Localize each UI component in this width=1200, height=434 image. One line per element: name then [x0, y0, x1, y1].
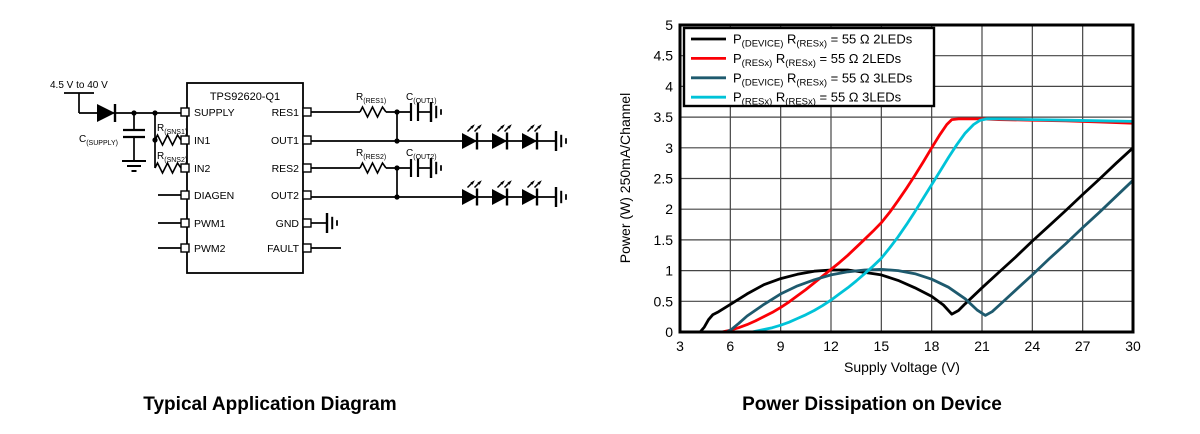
pin-label-fault: FAULT	[267, 243, 299, 255]
x-axis-label: Supply Voltage (V)	[844, 359, 960, 375]
power-dissipation-chart: 3 6 9 12 15 18 21 24 27 30 0 0.5 1 1.5 2 2.5 3 3.5 4 4.5 5 P(…	[617, 17, 1141, 415]
x-tick-label: 15	[874, 338, 890, 354]
r-res2-label: R(RES2)	[356, 148, 386, 161]
c-supply-label: C(SUPPLY)	[79, 134, 118, 147]
curve-series-1	[720, 117, 1135, 334]
y-tick-label: 0.5	[654, 293, 674, 309]
r-sns2-label: R(SNS2)	[157, 151, 187, 164]
x-tick-label: 6	[726, 338, 734, 354]
chassis-ground-icon	[325, 211, 339, 235]
pin-in1	[180, 135, 190, 145]
pin-out2	[302, 190, 312, 200]
legend-label: P(RESx) R(RESx) = 55 Ω 3LEDs	[733, 90, 902, 108]
y-tick-label: 1.5	[654, 232, 674, 248]
y-tick-label: 2	[665, 201, 673, 217]
r-res1-resistor-icon	[359, 106, 387, 118]
x-tick-label: 30	[1125, 338, 1141, 354]
r-res1-label: R(RES1)	[356, 92, 386, 105]
pin-gnd	[302, 218, 312, 228]
led-icon	[520, 178, 543, 207]
led-icon	[460, 178, 483, 207]
typical-application-diagram: 4.5 V to 40 V C(SUPPLY) R(SNS1) R(SNS2) …	[50, 80, 568, 415]
pin-label-gnd: GND	[276, 218, 300, 230]
led-icon	[520, 122, 543, 151]
y-tick-label: 1	[665, 263, 673, 279]
left-caption: Typical Application Diagram	[143, 394, 396, 415]
pin-label-in2: IN2	[194, 163, 211, 175]
x-tick-label: 27	[1075, 338, 1091, 354]
y-tick-label: 2.5	[654, 171, 674, 187]
r-sns2-resistor-icon	[154, 162, 182, 174]
input-voltage-label: 4.5 V to 40 V	[50, 80, 108, 91]
right-caption: Power Dissipation on Device	[742, 394, 1002, 415]
x-tick-label: 24	[1025, 338, 1041, 354]
legend-label: P(DEVICE) R(RESx) = 55 Ω 2LEDs	[733, 32, 913, 50]
ic-title: TPS92620-Q1	[210, 91, 280, 103]
y-axis-label: Power (W) 250mA/Channel	[617, 93, 633, 263]
ic-body	[186, 82, 304, 274]
pin-fault	[302, 243, 312, 253]
legend-label: P(DEVICE) R(RESx) = 55 Ω 3LEDs	[733, 70, 913, 88]
legend-label: P(RESx) R(RESx) = 55 Ω 2LEDs	[733, 51, 902, 69]
plot-border	[678, 23, 1135, 334]
y-tick-label: 3.5	[654, 109, 674, 125]
pin-res1	[302, 107, 312, 117]
y-tick-label: 4	[665, 78, 673, 94]
x-tick-label: 12	[823, 338, 839, 354]
pin-label-pwm2: PWM2	[194, 243, 226, 255]
x-tick-label: 21	[974, 338, 990, 354]
x-tick-label: 9	[777, 338, 785, 354]
earth-ground-icon	[121, 160, 147, 172]
pin-pwm2	[180, 243, 190, 253]
chassis-ground-icon	[554, 185, 568, 209]
x-tick-label: 3	[676, 338, 684, 354]
curve-series-0	[698, 146, 1135, 334]
pin-pwm1	[180, 218, 190, 228]
chassis-ground-icon	[554, 129, 568, 153]
r-sns1-label: R(SNS1)	[157, 123, 187, 136]
pin-out1	[302, 135, 312, 145]
y-tick-label: 3	[665, 140, 673, 156]
chassis-ground-icon	[429, 100, 443, 124]
y-tick-label: 4.5	[654, 48, 674, 64]
r-sns1-resistor-icon	[154, 134, 182, 146]
led-icon	[490, 178, 513, 207]
legend-box	[682, 26, 936, 108]
input-diode-icon	[97, 104, 117, 122]
pin-label-res1: RES1	[272, 107, 300, 119]
pin-label-out2: OUT2	[271, 190, 299, 202]
curve-series-3	[750, 117, 1135, 334]
pin-res2	[302, 163, 312, 173]
pin-label-supply: SUPPLY	[194, 107, 235, 119]
pin-diagen	[180, 190, 190, 200]
curve-series-2	[725, 178, 1135, 334]
chassis-ground-icon	[429, 156, 443, 180]
supply-capacitor-icon	[123, 128, 145, 139]
c-out1-capacitor-icon	[409, 101, 420, 123]
pin-label-pwm1: PWM1	[194, 218, 226, 230]
pin-label-res2: RES2	[272, 163, 300, 175]
pin-supply	[180, 107, 190, 117]
c-out1-label: C(OUT1)	[406, 92, 437, 105]
pin-label-diagen: DIAGEN	[194, 190, 234, 202]
c-out2-capacitor-icon	[409, 157, 420, 179]
r-res2-resistor-icon	[359, 162, 387, 174]
pin-in2	[180, 163, 190, 173]
x-tick-label: 18	[924, 338, 940, 354]
led-icon	[490, 122, 513, 151]
pin-label-out1: OUT1	[271, 135, 299, 147]
led-icon	[460, 122, 483, 151]
c-out2-label: C(OUT2)	[406, 148, 437, 161]
pin-label-in1: IN1	[194, 135, 211, 147]
y-tick-label: 5	[665, 17, 673, 33]
y-tick-label: 0	[665, 324, 673, 340]
